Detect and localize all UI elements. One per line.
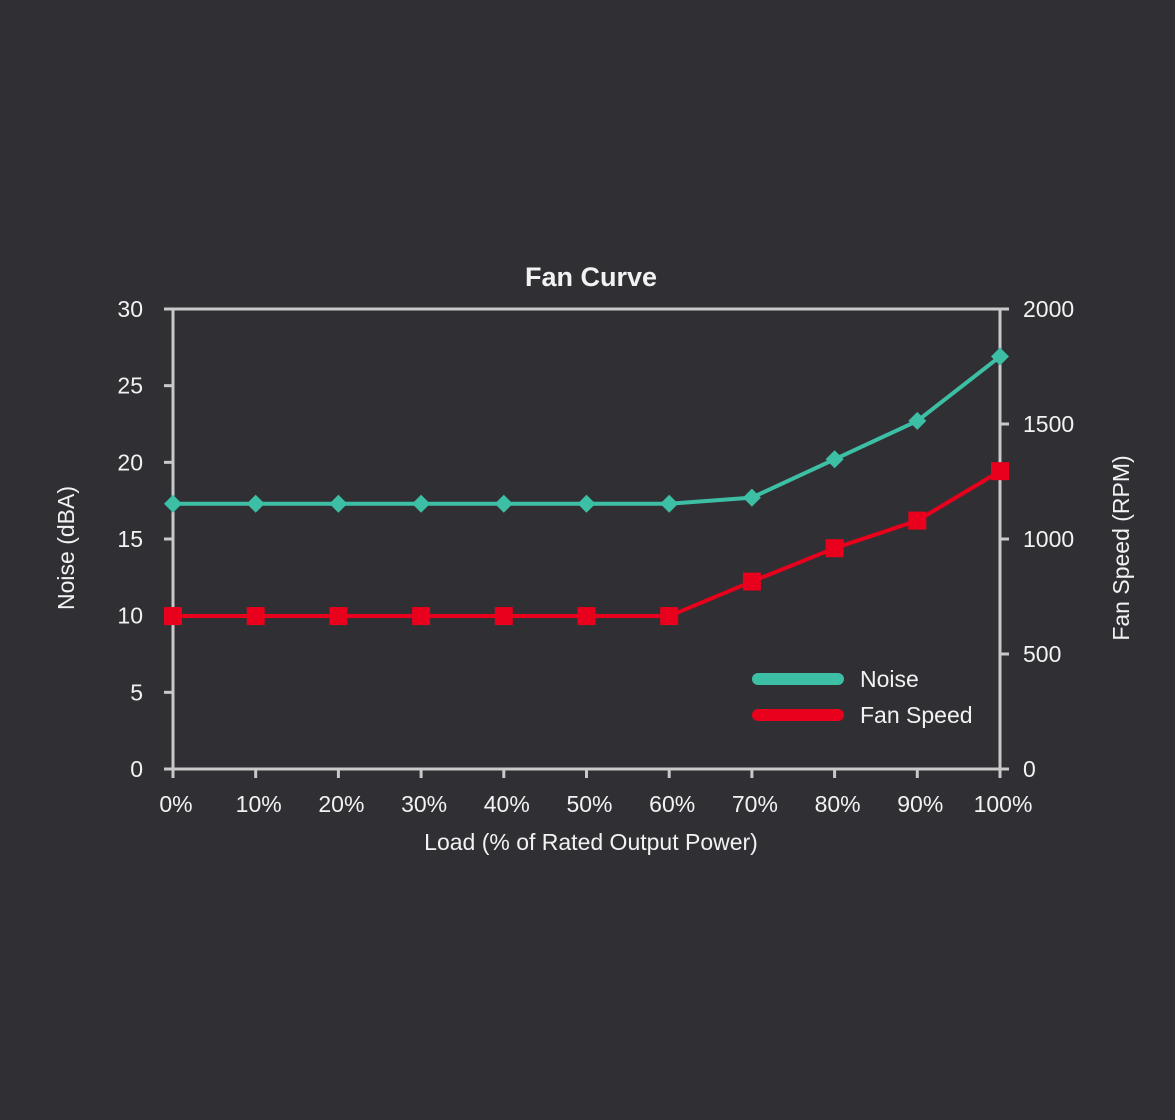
noise-point [164,494,182,513]
left-tick-label: 5 [130,679,143,705]
x-axis-ticks: 0% 10% 20% 30% 40% 50% 60% 70% 80% 90% 100% [159,769,1032,817]
fan-speed-point [329,607,348,626]
legend-label: Noise [860,666,919,692]
left-axis-ticks: 0 5 10 15 20 25 30 [117,296,173,782]
right-tick-label: 2000 [1023,296,1074,322]
legend-label: Fan Speed [860,702,973,728]
right-tick-label: 1000 [1023,526,1074,552]
noise-point [246,494,265,513]
y-axis-title-right: Fan Speed (RPM) [1108,455,1134,640]
fan-speed-point [742,572,761,591]
fan-speed-point [577,607,596,626]
left-tick-label: 0 [130,756,143,782]
right-tick-label: 0 [1023,756,1036,782]
plot-area-frame [171,307,1002,771]
noise-point [412,494,431,513]
x-tick-label: 10% [236,791,282,817]
left-tick-label: 10 [117,603,143,629]
fan-speed-point [412,607,431,626]
x-tick-label: 50% [566,791,612,817]
fan-speed-point [494,607,513,626]
series-lines [173,354,1002,619]
fan-speed-point [660,607,679,626]
chart-title: Fan Curve [525,262,657,292]
x-tick-label: 70% [732,791,778,817]
left-tick-label: 15 [117,526,143,552]
right-axis-ticks: 0 500 1000 1500 2000 [1000,296,1074,782]
noise-point [494,494,513,513]
left-tick-label: 25 [117,373,143,399]
right-tick-label: 500 [1023,641,1061,667]
fan-speed-point [246,607,265,626]
noise-point [991,347,1009,366]
noise-point [908,411,927,430]
fan-speed-point [825,539,844,558]
x-tick-label: 40% [484,791,530,817]
x-tick-label: 20% [318,791,364,817]
fan-speed-point [908,511,927,530]
x-tick-label: 60% [649,791,695,817]
left-tick-label: 30 [117,296,143,322]
x-tick-label: 30% [401,791,447,817]
x-tick-label: 90% [897,791,943,817]
x-axis-title: Load (% of Rated Output Power) [424,829,758,855]
noise-point [742,488,761,507]
legend: Noise Fan Speed [752,666,973,728]
series-markers [164,347,1009,626]
y-axis-title-left: Noise (dBA) [53,486,79,610]
noise-point [825,450,844,469]
right-tick-label: 1500 [1023,411,1074,437]
fan-speed-point [991,462,1009,481]
fan-speed-point [164,607,182,626]
x-tick-label: 0% [159,791,192,817]
noise-point [577,494,596,513]
noise-point [329,494,348,513]
series-line-fan-speed [173,469,1002,619]
noise-point [660,494,679,513]
series-line-noise [173,354,1002,506]
x-tick-label: 100% [974,791,1033,817]
left-tick-label: 20 [117,449,143,475]
x-tick-label: 80% [815,791,861,817]
